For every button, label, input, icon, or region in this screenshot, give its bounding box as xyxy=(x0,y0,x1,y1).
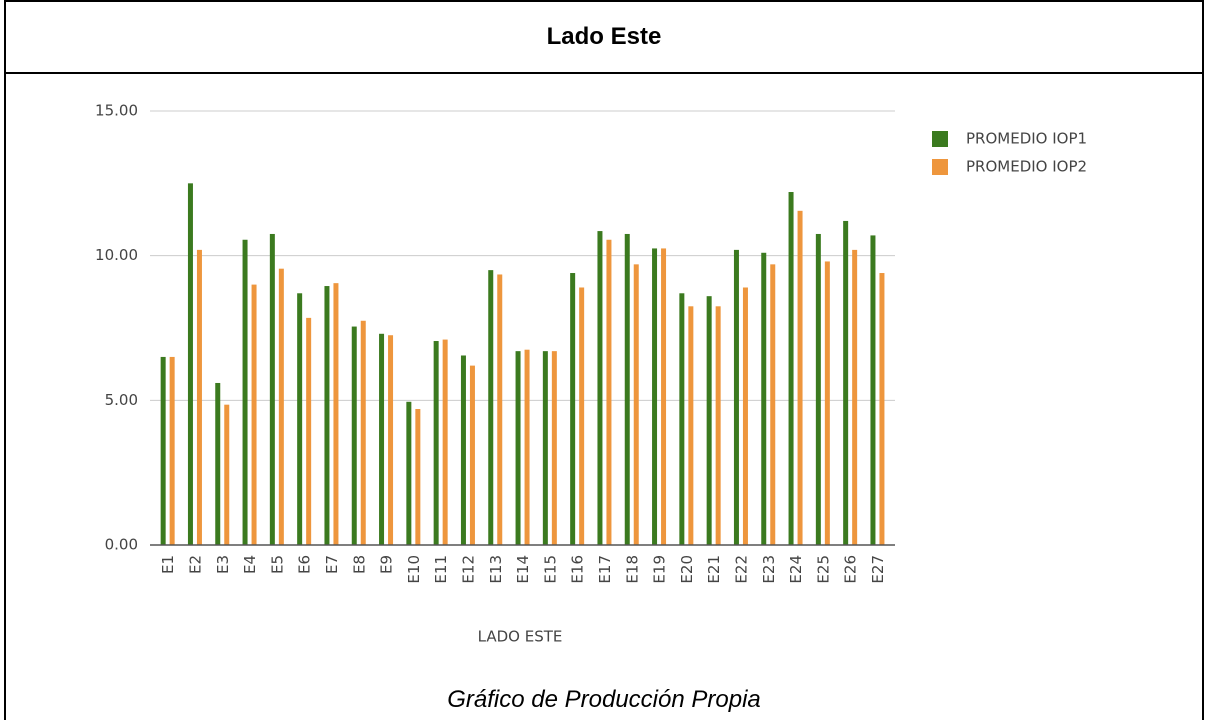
x-tick-label: E10 xyxy=(405,555,423,584)
bar xyxy=(597,231,603,545)
bar xyxy=(797,210,803,545)
x-tick-label: E6 xyxy=(296,555,314,574)
bar xyxy=(542,351,548,545)
legend-label: PROMEDIO IOP2 xyxy=(966,158,1087,176)
x-tick-label: E27 xyxy=(869,555,887,584)
bar xyxy=(515,351,521,545)
bar xyxy=(761,252,767,546)
legend-swatch xyxy=(932,159,948,175)
bar xyxy=(269,233,275,545)
x-tick-label: E1 xyxy=(159,555,177,574)
bar xyxy=(406,401,412,545)
bar xyxy=(870,235,876,545)
bar xyxy=(570,273,576,545)
bar xyxy=(460,355,466,545)
x-tick-label: E18 xyxy=(623,555,641,584)
x-tick-label: E8 xyxy=(350,555,368,574)
bar xyxy=(633,264,639,545)
bar xyxy=(306,317,312,545)
bar xyxy=(688,306,694,545)
bar xyxy=(433,341,439,545)
bar xyxy=(160,356,166,545)
bar xyxy=(788,192,794,545)
bar xyxy=(742,287,748,545)
bar xyxy=(852,249,858,545)
x-tick-label: E16 xyxy=(569,555,587,584)
x-tick-label: E11 xyxy=(432,555,450,584)
y-tick-label: 10.00 xyxy=(95,246,138,264)
section-title: Lado Este xyxy=(6,2,1202,74)
x-tick-label: E2 xyxy=(186,555,204,574)
bar xyxy=(251,284,257,545)
bar xyxy=(351,326,357,545)
legend-label: PROMEDIO IOP1 xyxy=(966,130,1087,148)
bar xyxy=(843,220,849,546)
x-tick-label: E24 xyxy=(787,555,805,584)
bar xyxy=(488,270,494,545)
x-tick-label: E26 xyxy=(842,555,860,584)
bar xyxy=(379,333,385,545)
bar xyxy=(824,261,830,545)
bar xyxy=(733,249,739,545)
bar xyxy=(551,351,557,545)
bar xyxy=(297,293,303,545)
bar xyxy=(579,287,585,545)
bar xyxy=(524,349,530,545)
bar xyxy=(679,293,685,545)
bar xyxy=(196,249,202,545)
bar xyxy=(360,320,366,545)
legend-swatch xyxy=(932,131,948,147)
x-tick-label: E12 xyxy=(459,555,477,584)
bar xyxy=(333,283,339,545)
x-tick-label: E17 xyxy=(596,555,614,584)
y-tick-label: 15.00 xyxy=(95,102,138,120)
x-tick-label: E15 xyxy=(541,555,559,584)
x-tick-label: E22 xyxy=(732,555,750,584)
bar xyxy=(652,248,658,545)
x-tick-label: E23 xyxy=(760,555,778,584)
bar xyxy=(224,404,230,545)
bar xyxy=(442,339,448,545)
bar xyxy=(706,296,712,545)
bar xyxy=(324,286,330,545)
chart: LADO ESTE 0.00 5.00 10.00 15.00 E1 E2 E3 E4 E5 E6… xyxy=(95,102,1087,646)
x-tick-label: E21 xyxy=(705,555,723,584)
x-tick-label: E4 xyxy=(241,555,259,574)
bar xyxy=(215,382,221,545)
x-axis-label: LADO ESTE xyxy=(478,628,563,646)
bar xyxy=(606,239,612,545)
bar xyxy=(497,274,503,545)
bar xyxy=(815,233,821,545)
bar xyxy=(169,356,175,545)
bar xyxy=(770,264,776,545)
bar xyxy=(879,273,885,545)
bar xyxy=(469,365,475,545)
bar xyxy=(415,409,421,545)
bar xyxy=(278,268,284,545)
x-tick-label: E13 xyxy=(487,555,505,584)
y-tick-label: 0.00 xyxy=(105,536,138,554)
document-frame: Lado Este Gráfico de Producción Propia xyxy=(4,0,1204,720)
bar xyxy=(624,233,630,545)
x-tick-label: E3 xyxy=(214,555,232,574)
bar xyxy=(242,239,248,545)
bar xyxy=(187,183,193,546)
x-tick-label: E7 xyxy=(323,555,341,574)
x-tick-label: E19 xyxy=(651,555,669,584)
bar xyxy=(661,248,667,545)
x-tick-label: E20 xyxy=(678,555,696,584)
x-tick-label: E14 xyxy=(514,555,532,584)
bar xyxy=(388,335,394,545)
x-tick-label: E9 xyxy=(378,555,396,574)
y-tick-label: 5.00 xyxy=(105,391,138,409)
x-tick-label: E25 xyxy=(814,555,832,584)
bar xyxy=(715,306,721,545)
x-tick-label: E5 xyxy=(268,555,286,574)
figure-caption: Gráfico de Producción Propia xyxy=(447,686,761,713)
